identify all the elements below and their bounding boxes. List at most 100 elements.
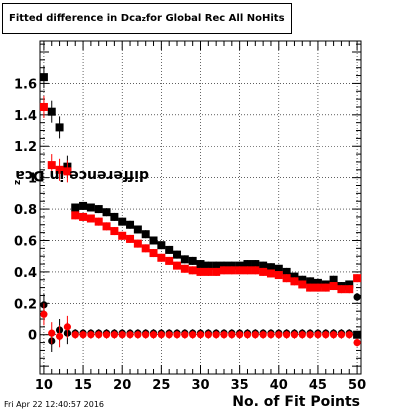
data-point-circle	[329, 331, 338, 339]
data-point-circle	[228, 331, 236, 339]
data-point-square	[290, 277, 299, 286]
data-point-square	[71, 203, 80, 212]
data-point-square	[313, 278, 322, 287]
y-tick-label: 0.6	[14, 234, 37, 249]
data-point-square	[141, 230, 150, 239]
data-point-square	[110, 212, 119, 221]
data-point-square	[243, 266, 252, 275]
data-point-square	[345, 285, 354, 294]
data-point-square	[47, 107, 56, 116]
data-point-square	[165, 245, 174, 254]
data-point-square	[212, 261, 221, 270]
data-point-circle	[353, 338, 361, 347]
data-point-circle	[157, 331, 165, 339]
data-point-square	[126, 234, 135, 243]
data-point-square	[259, 261, 268, 270]
data-point-square	[118, 217, 127, 226]
data-point-square	[353, 274, 362, 283]
x-tick-label: 35	[231, 378, 249, 393]
data-point-circle	[290, 331, 299, 339]
data-point-square	[306, 283, 315, 292]
data-point-circle	[267, 331, 275, 339]
data-point-square	[149, 236, 158, 245]
data-point-circle	[149, 331, 158, 339]
y-tick-label: 1	[28, 172, 37, 187]
y-tick-label: 1.2	[14, 140, 37, 155]
data-point-square	[55, 165, 64, 174]
x-tick-label: 15	[74, 378, 92, 393]
data-point-circle	[181, 331, 189, 339]
data-point-circle	[118, 331, 126, 339]
data-point-circle	[259, 331, 267, 339]
data-point-square	[94, 205, 103, 214]
timestamp: Fri Apr 22 12:40:57 2016	[4, 400, 105, 409]
data-point-circle	[110, 331, 118, 339]
y-tick-label: 0.4	[14, 266, 37, 281]
data-point-circle	[283, 331, 291, 339]
data-point-square	[243, 260, 252, 269]
data-point-circle	[71, 331, 79, 339]
data-point-square	[188, 266, 197, 275]
data-point-square	[274, 271, 283, 280]
data-point-square	[102, 208, 111, 217]
data-point-circle	[126, 331, 134, 339]
x-tick-label: 40	[270, 378, 288, 393]
data-point-square	[141, 244, 150, 253]
data-point-square	[173, 250, 182, 259]
data-point-square	[227, 261, 236, 270]
data-point-square	[126, 220, 135, 229]
x-tick-label: 30	[191, 378, 209, 393]
x-tick-label: 50	[348, 378, 366, 393]
y-tick-label: 1.6	[14, 77, 37, 92]
data-point-square	[55, 123, 64, 132]
data-point-square	[196, 260, 205, 269]
data-point-circle	[337, 331, 346, 339]
data-point-circle	[243, 331, 252, 339]
data-point-square	[290, 272, 299, 281]
data-point-circle	[63, 323, 72, 331]
data-point-square	[251, 260, 260, 269]
data-point-square	[321, 283, 330, 292]
data-point-circle	[314, 331, 322, 339]
x-tick-label: 20	[113, 378, 131, 393]
data-point-square	[149, 249, 158, 258]
data-point-square	[251, 266, 260, 275]
chart-title-text: Fitted difference in Dca	[9, 13, 142, 24]
data-point-square	[79, 212, 88, 221]
data-point-circle	[95, 331, 103, 339]
data-point-square	[47, 161, 56, 170]
data-point-square	[306, 277, 315, 286]
data-point-square	[157, 241, 166, 250]
data-point-square	[63, 167, 72, 176]
data-point-square	[353, 330, 362, 339]
data-point-square	[298, 275, 307, 284]
data-point-circle	[353, 293, 361, 301]
data-point-square	[79, 201, 88, 210]
data-point-square	[329, 275, 338, 284]
data-point-circle	[345, 331, 353, 339]
data-point-square	[345, 280, 354, 289]
y-tick-label: 0.2	[14, 297, 37, 312]
y-axis-label: difference in Dca z	[2, 40, 149, 185]
chart-title: Fitted difference in Dca z for Global Rec…	[2, 3, 292, 34]
data-point-square	[282, 274, 291, 283]
x-tick-label: 45	[309, 378, 327, 393]
data-point-circle	[275, 331, 283, 339]
data-point-square	[196, 267, 205, 276]
data-point-square	[227, 266, 236, 275]
data-point-square	[219, 261, 228, 270]
data-point-square	[212, 267, 221, 276]
data-point-square	[204, 267, 213, 276]
x-tick-label: 10	[35, 378, 53, 393]
y-axis-label-text: difference in Dca	[15, 167, 149, 183]
chart-title-subscript: z	[141, 14, 146, 23]
data-point-square	[165, 256, 174, 265]
data-point-square	[259, 267, 268, 276]
data-point-square	[86, 203, 95, 212]
data-point-circle	[87, 331, 95, 339]
y-tick-label: 0	[28, 329, 37, 344]
data-point-circle	[322, 331, 330, 339]
data-point-square	[86, 214, 95, 223]
data-point-circle	[48, 329, 56, 337]
data-point-square	[266, 263, 275, 272]
